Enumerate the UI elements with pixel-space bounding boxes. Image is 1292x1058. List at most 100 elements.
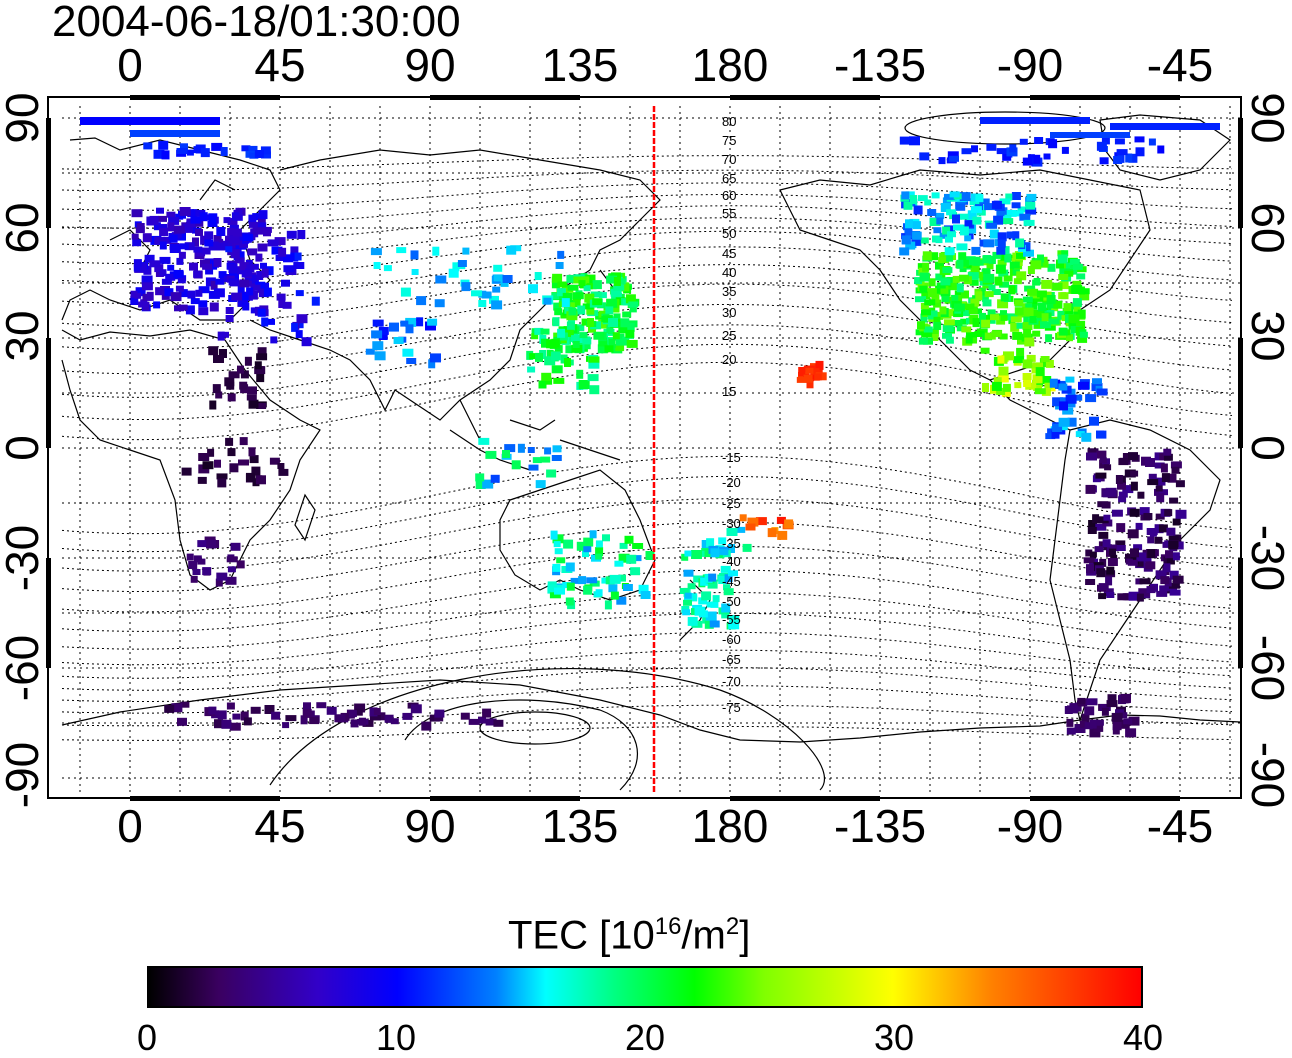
tec-cell (586, 577, 598, 584)
tec-cell (570, 577, 581, 584)
tec-cell (1089, 551, 1097, 558)
tec-cell (1009, 144, 1017, 153)
tec-cell (237, 267, 249, 275)
tec-cell (1157, 145, 1165, 154)
tec-cell (390, 718, 399, 725)
tec-cell (282, 722, 290, 729)
tec-cell (161, 278, 172, 285)
tec-cell (242, 302, 250, 311)
tec-cell (742, 543, 752, 552)
contour-labels: 80 75 70 65 60 55 50 45 40 35 30 25 20 15 -15 -20 -25 -30… (722, 114, 741, 715)
tec-cell (281, 279, 290, 287)
tec-cell (234, 257, 245, 264)
contour-label: 30 (722, 305, 736, 320)
contour-line (61, 726, 1233, 741)
tec-cell (595, 553, 603, 560)
tec-cell (1072, 263, 1083, 270)
tec-cell (198, 286, 210, 294)
contour-line (61, 631, 1233, 679)
tec-cell (1049, 378, 1058, 388)
tec-cell (300, 715, 308, 725)
tec-cell (1136, 560, 1144, 567)
tec-cell (232, 228, 242, 237)
tec-cell (225, 437, 234, 446)
tec-cell (626, 339, 638, 348)
tec-cell (687, 583, 696, 590)
frame-bar-top (430, 95, 580, 100)
south-pole-contour (479, 711, 591, 745)
tec-cell (1113, 156, 1123, 164)
tec-cell (216, 572, 228, 581)
tec-cell (149, 260, 161, 268)
tec-cell (1022, 322, 1033, 330)
tec-cell (326, 706, 337, 715)
tec-cell (1006, 209, 1017, 217)
tec-cell (586, 283, 597, 290)
tec-cell (416, 296, 427, 306)
tec-cell (371, 330, 383, 339)
tec-cell (1045, 334, 1053, 343)
tec-cell (923, 326, 933, 333)
tec-cell (1045, 433, 1056, 440)
tec-cell (736, 526, 746, 533)
tec-cell (755, 517, 767, 526)
tec-cell (217, 710, 227, 720)
tec-cell (541, 372, 552, 381)
tec-cell (180, 701, 190, 708)
tec-cell (193, 270, 202, 278)
tec-cell (1022, 296, 1033, 303)
tec-cell (1067, 705, 1078, 714)
tec-cell (200, 148, 210, 158)
tec-cell (1011, 202, 1021, 209)
tec-cell (1052, 424, 1063, 432)
colorbar-tick: 30 (873, 1017, 915, 1058)
tec-cell (544, 356, 556, 366)
tec-cell (613, 277, 621, 286)
tec-cell (1106, 592, 1115, 598)
tec-cell (535, 480, 546, 489)
lon-tick-top: -135 (833, 39, 927, 91)
tec-cell (402, 712, 413, 720)
tec-cell (1022, 359, 1033, 369)
tec-cell (1017, 206, 1028, 213)
tec-cell (630, 567, 641, 576)
tec-cell (238, 459, 249, 466)
tec-cell (259, 288, 268, 297)
tec-cell (133, 259, 142, 268)
tec-cell (1059, 401, 1068, 411)
tec-cell (1154, 488, 1163, 496)
lon-tick-top: 45 (254, 39, 306, 91)
tec-cell (141, 275, 153, 285)
tec-cell (131, 233, 139, 240)
tec-cell (1175, 509, 1187, 519)
tec-cell (991, 200, 1002, 209)
tec-cell (576, 369, 584, 379)
tec-cell (232, 713, 241, 720)
tec-cell (597, 344, 608, 354)
tec-cell (1064, 270, 1074, 277)
tec-cell (221, 719, 232, 729)
tec-cell (939, 232, 950, 239)
tec-cell (1175, 480, 1185, 488)
tec-cell (935, 311, 944, 320)
tec-cell (553, 377, 565, 384)
contour-label: -20 (722, 475, 741, 490)
tec-cell (924, 299, 936, 306)
tec-cell (1069, 259, 1080, 265)
tec-cell (975, 291, 983, 301)
tec-cell (1068, 320, 1077, 330)
tec-cell (1118, 458, 1129, 466)
tec-cell (1039, 358, 1048, 368)
tec-cell (1065, 394, 1077, 404)
tec-cell (571, 344, 583, 353)
contour-line (61, 476, 1233, 553)
tec-cell (1169, 589, 1181, 596)
tec-cell (1011, 192, 1021, 200)
coastline-south-america (1049, 419, 1221, 723)
tec-cell (493, 719, 504, 727)
tec-cell (1086, 698, 1098, 706)
tec-cell (1013, 356, 1025, 364)
tec-cell (1087, 448, 1099, 455)
tec-cell (309, 717, 320, 725)
tec-cell (1096, 141, 1107, 151)
